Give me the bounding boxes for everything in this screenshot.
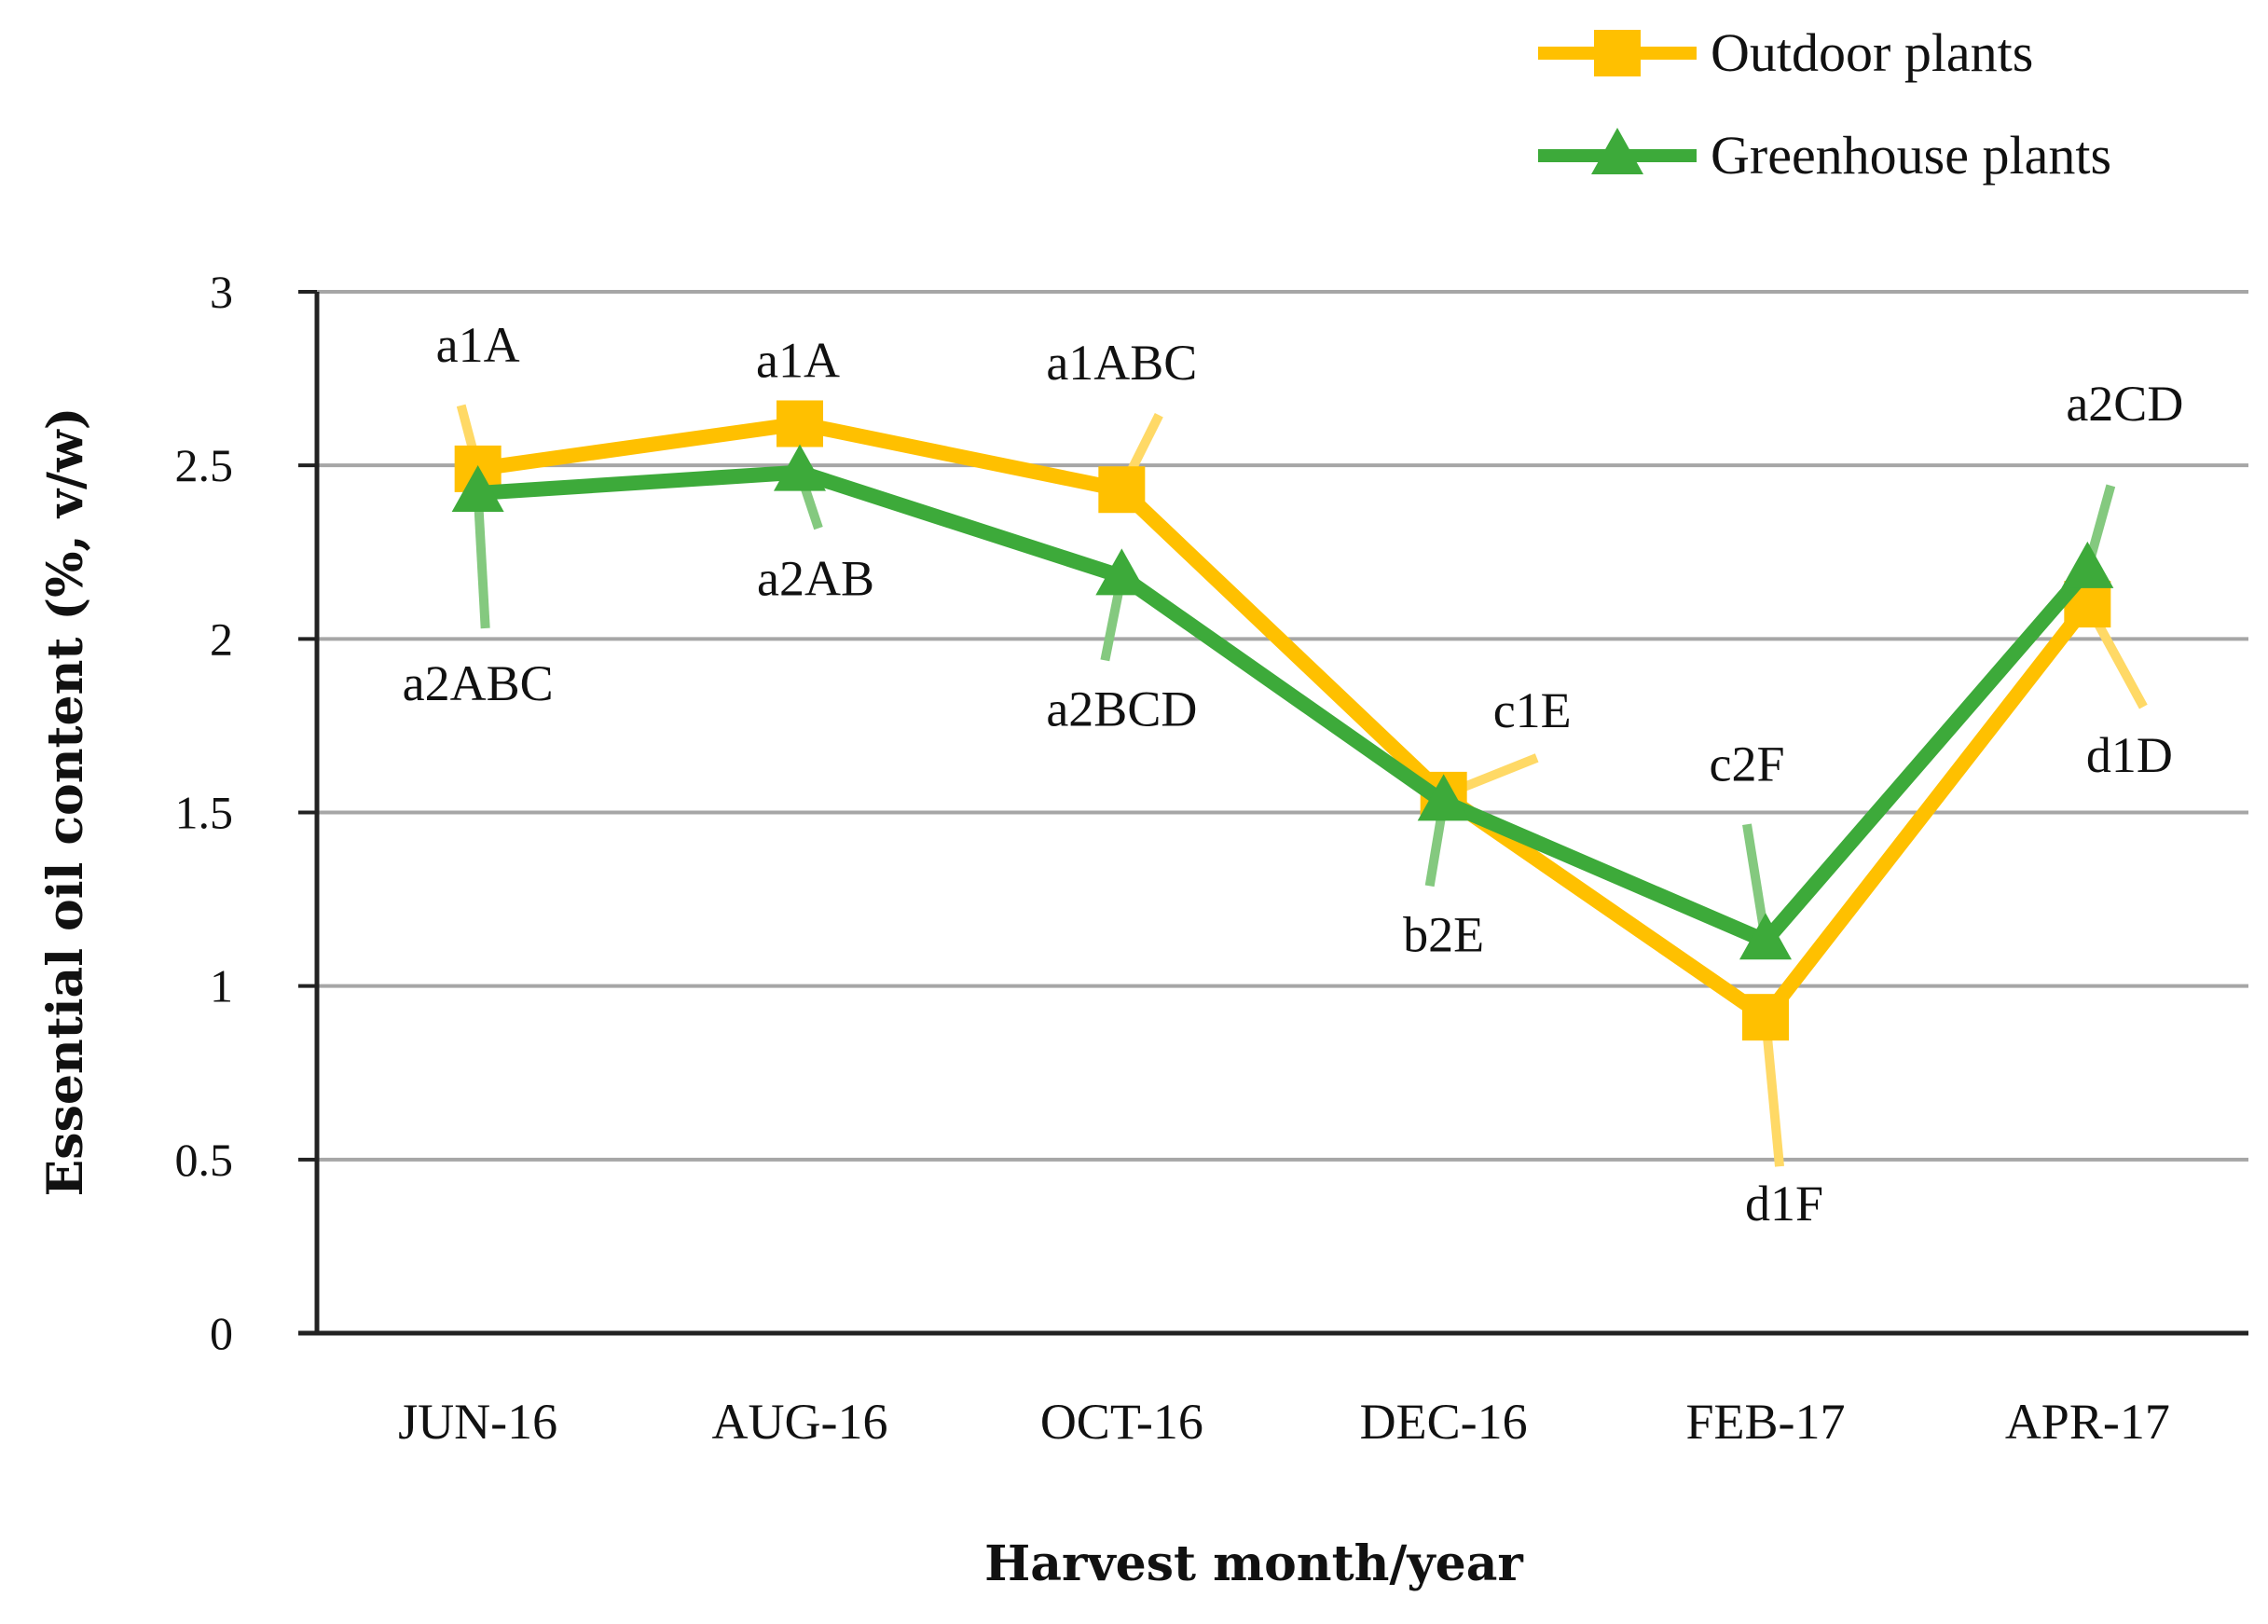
series-greenhouse-plants bbox=[451, 444, 2114, 960]
x-tick-label: FEB-17 bbox=[1685, 1394, 1845, 1450]
y-tick-label: 0 bbox=[210, 1307, 233, 1359]
legend-marker-square bbox=[1594, 30, 1641, 76]
data-label: a1A bbox=[436, 317, 520, 373]
legend-label: Greenhouse plants bbox=[1711, 125, 2111, 186]
y-tick-label: 1 bbox=[210, 960, 233, 1012]
series-outdoor-plants bbox=[454, 400, 2111, 1041]
label-leader-line bbox=[1761, 1016, 1784, 1167]
data-point-triangle bbox=[451, 464, 504, 512]
gridlines bbox=[317, 290, 2248, 1162]
legend-marker-triangle bbox=[1591, 128, 1643, 174]
data-label: a1ABC bbox=[1046, 335, 1197, 391]
data-label: a2ABC bbox=[403, 655, 554, 711]
data-label: d1F bbox=[1745, 1176, 1823, 1232]
x-tick-labels: JUN-16 AUG-16 OCT-16 DEC-16 FEB-17 APR-17 bbox=[398, 1394, 2170, 1450]
data-label: d1D bbox=[2086, 727, 2173, 783]
x-tick-label: APR-17 bbox=[2005, 1394, 2170, 1450]
data-point-square bbox=[1742, 994, 1789, 1041]
y-tick-label: 1.5 bbox=[175, 787, 234, 839]
data-point-triangle bbox=[2061, 541, 2114, 588]
data-point-square bbox=[1098, 466, 1146, 514]
data-labels: a1A a1A a1ABC c1E d1F d1D a2ABC a2AB a2BCD b2E c2F… bbox=[403, 317, 2184, 1232]
data-point-triangle bbox=[1095, 548, 1148, 596]
data-point-triangle bbox=[1739, 913, 1792, 960]
x-tick-label: AUG-16 bbox=[712, 1394, 888, 1450]
x-tick-label: JUN-16 bbox=[398, 1394, 557, 1450]
data-label: a1A bbox=[756, 332, 840, 388]
legend: Outdoor plants Greenhouse plants bbox=[1538, 22, 2111, 186]
series-line bbox=[476, 416, 2094, 1025]
data-point-triangle bbox=[1417, 774, 1470, 821]
data-label: c1E bbox=[1493, 682, 1572, 738]
x-tick-label: OCT-16 bbox=[1040, 1394, 1203, 1450]
x-tick-label: DEC-16 bbox=[1360, 1394, 1528, 1450]
x-axis-title: Harvest month/year bbox=[984, 1535, 1523, 1592]
legend-item: Greenhouse plants bbox=[1538, 125, 2111, 186]
data-point-triangle bbox=[774, 444, 826, 491]
series-lines bbox=[451, 400, 2114, 1041]
data-label: a2BCD bbox=[1046, 681, 1197, 736]
legend-item: Outdoor plants bbox=[1538, 22, 2033, 83]
y-tick-label: 3 bbox=[210, 266, 233, 318]
data-label: b2E bbox=[1403, 906, 1484, 962]
data-point-square bbox=[777, 400, 823, 447]
data-label: c2F bbox=[1710, 736, 1785, 791]
y-tick-label: 2 bbox=[210, 612, 233, 665]
y-tick-label: 2.5 bbox=[175, 439, 234, 491]
data-label: a2AB bbox=[757, 551, 874, 607]
data-label: a2CD bbox=[2066, 376, 2183, 432]
y-tick-label: 0.5 bbox=[175, 1134, 234, 1186]
legend-label: Outdoor plants bbox=[1711, 22, 2033, 83]
y-axis-title: Essential oil content (%, v/w) bbox=[37, 407, 94, 1197]
axes bbox=[298, 290, 2248, 1336]
y-tick-labels: 0 0.5 1 1.5 2 2.5 3 bbox=[175, 266, 234, 1359]
label-leader-line bbox=[473, 492, 490, 629]
series-line bbox=[477, 464, 2094, 949]
